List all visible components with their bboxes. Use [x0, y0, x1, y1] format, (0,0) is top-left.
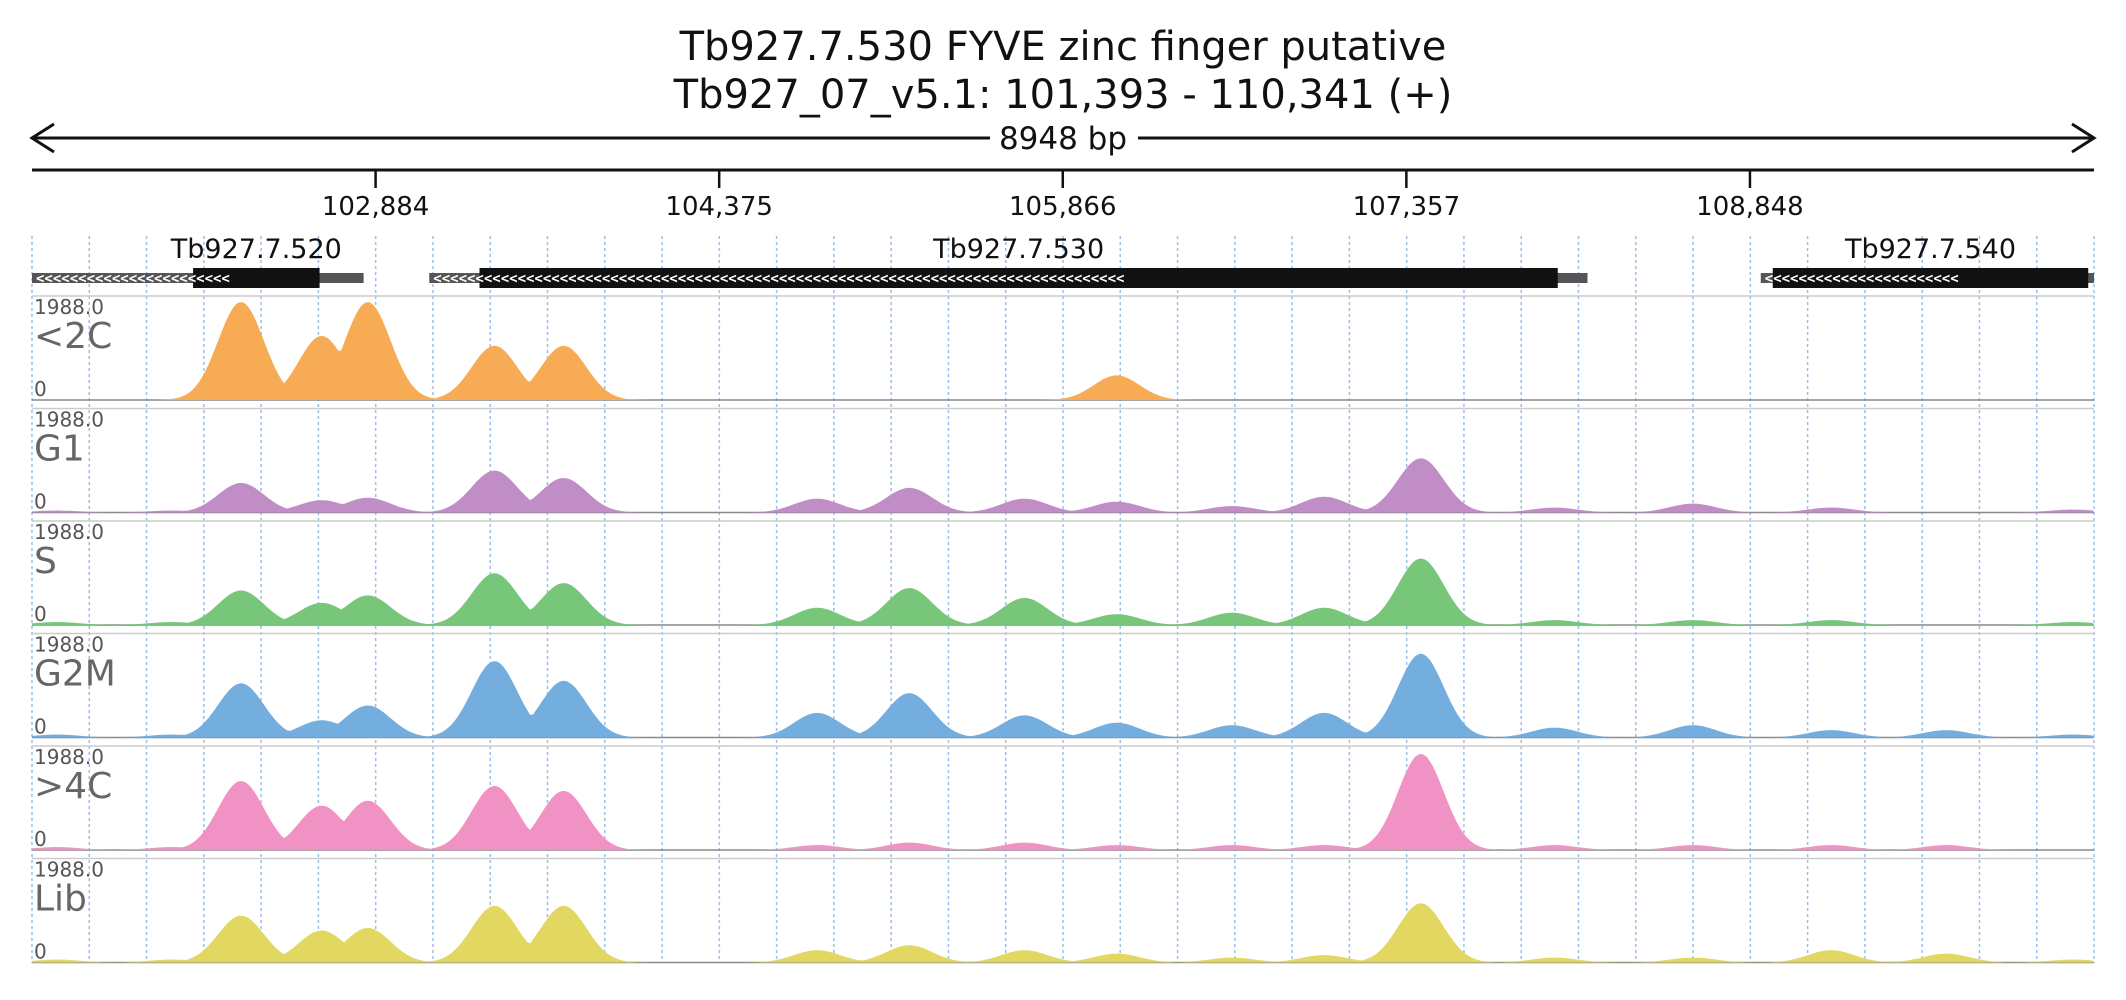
- track-area: [32, 302, 2094, 400]
- coordinate-axis: 102,884 104,375 105,866 107,357 108,848: [32, 168, 2094, 222]
- track-max-label: 1988.0: [34, 858, 104, 882]
- gene-label: Tb927.7.540: [1844, 234, 2016, 265]
- track-name: Lib: [34, 879, 87, 920]
- span-arrow-right-head: [2071, 122, 2097, 154]
- axis-tick-label: 107,357: [1353, 192, 1461, 222]
- axis-tick-label: 105,866: [1009, 192, 1117, 222]
- track-area: [32, 753, 2094, 850]
- track-min-label: 0: [34, 940, 47, 964]
- axis-tick-label: 108,848: [1696, 192, 1804, 222]
- gene-cds: [193, 268, 320, 288]
- track-name: S: [34, 541, 57, 582]
- gene-track: <<<<<<<<<<<<<<<<<<<<<<< Tb927.7.520 <<<<<<…: [32, 234, 2094, 288]
- gene-label: Tb927.7.530: [932, 234, 1104, 265]
- track-min-label: 0: [34, 602, 47, 626]
- track-S: 1988.0S 0: [32, 520, 2094, 626]
- gene-strand-arrows: <<<<<<<<<<<<<<<<<<<<<<<: [1765, 271, 1959, 287]
- track-min-label: 0: [34, 715, 47, 739]
- track-min-label: 0: [34, 490, 47, 514]
- track-min-label: 0: [34, 827, 47, 851]
- figure-subtitle: Tb927_07_v5.1: 101,393 - 110,341 (+): [673, 72, 1453, 118]
- track-name: G2M: [34, 654, 116, 695]
- track-max-label: 1988.0: [34, 520, 104, 544]
- figure-title: Tb927.7.530 FYVE zinc finger putative: [679, 24, 1447, 70]
- track-max-label: 1988.0: [34, 745, 104, 769]
- track-area: [32, 558, 2094, 625]
- gene-strand-arrows: <<<<<<<<<<<<<<<<<<<<<<<<<<<<<<<<<<<<<<<<…: [433, 271, 1124, 287]
- track-min-label: 0: [34, 377, 47, 401]
- track-name: >4C: [34, 766, 112, 807]
- track-area: [32, 903, 2094, 963]
- axis-tick-label: 104,375: [665, 192, 773, 222]
- gene-cds: [1772, 268, 2089, 288]
- coverage-tracks: 1988.0<2C01988.0G101988.0S01988.0G2M0198…: [32, 295, 2094, 964]
- track-area: [32, 458, 2094, 513]
- track-name: <2C: [34, 316, 112, 357]
- track-max-label: 1988.0: [34, 408, 104, 432]
- track-name: G1: [34, 429, 85, 470]
- track-max-label: 1988.0: [34, 633, 104, 657]
- span-indicator: 8948 bp: [29, 121, 2097, 157]
- track-G1: 1988.0G1 0: [32, 408, 2094, 514]
- gene-strand-arrows: <<<<<<<<<<<<<<<<<<<<<<<: [36, 271, 230, 287]
- span-arrow-left-head: [29, 122, 55, 154]
- track->4C: 1988.0>4C 0: [32, 745, 2094, 851]
- track-area: [32, 653, 2094, 738]
- vertical-gridlines: [31, 236, 2095, 963]
- gene-cds: [479, 268, 1558, 288]
- track-max-label: 1988.0: [34, 295, 104, 319]
- gene-label: Tb927.7.520: [170, 234, 342, 265]
- axis-tick-label: 102,884: [322, 192, 430, 222]
- span-length-label: 8948 bp: [999, 121, 1127, 157]
- track-<2C: 1988.0<2C 0: [32, 295, 2094, 401]
